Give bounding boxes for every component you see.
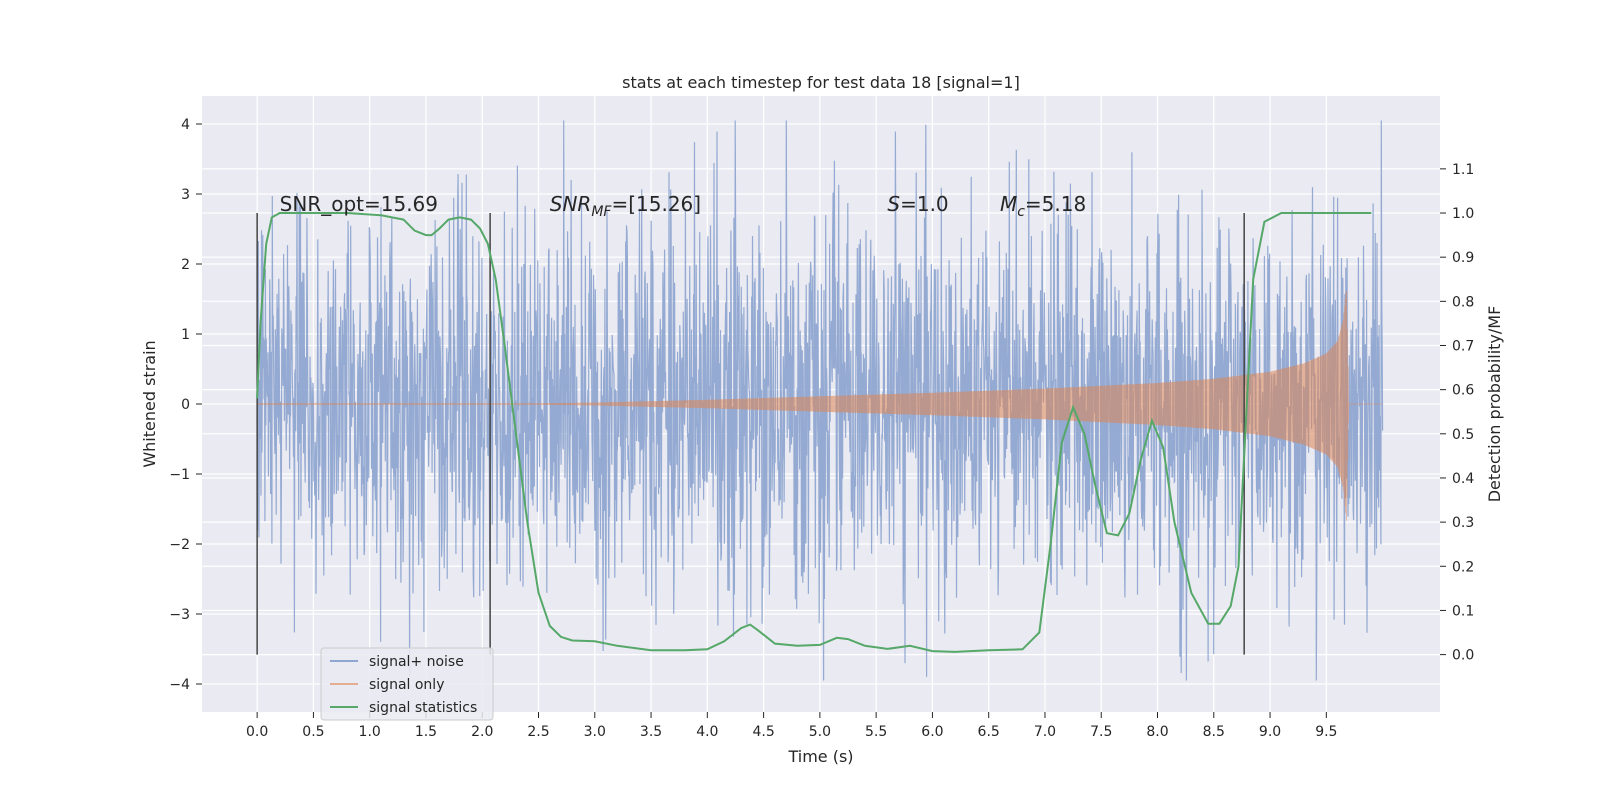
x-tick-label-1: 0.5 (302, 724, 324, 740)
series-signal-statistics (256, 212, 1372, 653)
x-tick-label-19: 9.5 (1315, 724, 1337, 740)
x-tick-label-8: 4.0 (696, 724, 718, 740)
x-tick-label-11: 5.5 (865, 724, 887, 740)
vertical-markers (256, 213, 1245, 655)
x-tick-label-3: 1.5 (415, 724, 437, 740)
y-left-tick-label-4: 0 (181, 397, 190, 413)
chart-title: stats at each timestep for test data 18 … (622, 73, 1020, 92)
y-right-tick-label-3: 0.8 (1452, 294, 1474, 310)
x-tick-label-0: 0.0 (246, 724, 268, 740)
x-tick-label-4: 2.0 (471, 724, 493, 740)
y-right-axis-label: Detection probability/MF (1485, 306, 1504, 503)
y-left-axis-label: Whitened strain (140, 340, 159, 467)
y-left-tick-label-1: 3 (181, 187, 190, 203)
y-right-tick-label-11: 0.0 (1452, 648, 1474, 664)
y-left-tick-label-8: −4 (169, 677, 190, 693)
x-axis-label: Time (s) (787, 747, 853, 766)
x-tick-label-17: 8.5 (1203, 724, 1225, 740)
annotation-snr-mf: SNRMF=[15.26] (550, 192, 701, 220)
legend-label-signal-only: signal only (369, 677, 444, 693)
legend: signal+ noise signal only signal statist… (320, 647, 494, 721)
y-right-tick-label-7: 0.4 (1452, 471, 1474, 487)
annotation-snr-opt: SNR_opt=15.69 (280, 192, 438, 216)
x-tick-label-7: 3.5 (640, 724, 662, 740)
y-left-tick-label-5: −1 (169, 467, 190, 483)
x-tick-label-2: 1.0 (359, 724, 381, 740)
y-left-axis-ticks: 4 3 2 1 0 −1 −2 −3 −4 (169, 117, 202, 693)
x-tick-label-14: 7.0 (1034, 724, 1056, 740)
y-right-tick-label-5: 0.6 (1452, 383, 1474, 399)
y-left-tick-label-6: −2 (169, 537, 190, 553)
annotation-spin: S=1.0 (887, 192, 948, 216)
series-signal-only (256, 290, 1383, 521)
y-right-tick-label-9: 0.2 (1452, 559, 1474, 575)
y-right-tick-label-4: 0.7 (1452, 338, 1474, 354)
y-right-tick-label-8: 0.3 (1452, 515, 1474, 531)
signal-statistics-line (256, 212, 1372, 653)
annotation-chirp-mass: Mc=5.18 (1000, 192, 1086, 220)
y-right-tick-label-2: 0.9 (1452, 250, 1474, 266)
y-left-tick-label-0: 4 (181, 117, 190, 133)
x-tick-label-12: 6.0 (921, 724, 943, 740)
y-right-tick-label-10: 0.1 (1452, 603, 1474, 619)
x-tick-label-13: 6.5 (978, 724, 1000, 740)
legend-box (320, 647, 494, 721)
y-right-tick-label-1: 1.0 (1452, 206, 1474, 222)
x-tick-label-5: 2.5 (527, 724, 549, 740)
signal-only-line (256, 290, 1383, 521)
x-tick-label-16: 8.0 (1146, 724, 1168, 740)
legend-label-signal-plus-noise: signal+ noise (369, 654, 464, 670)
annotations: SNR_opt=15.69 SNRMF=[15.26] S=1.0 Mc=5.18 (280, 192, 1087, 220)
y-right-tick-label-6: 0.5 (1452, 427, 1474, 443)
x-tick-label-10: 5.0 (809, 724, 831, 740)
x-tick-label-18: 9.0 (1259, 724, 1281, 740)
y-left-tick-label-2: 2 (181, 257, 190, 273)
y-right-tick-label-0: 1.1 (1452, 162, 1474, 178)
y-left-tick-label-7: −3 (169, 607, 190, 623)
y-right-axis-ticks: 1.1 1.0 0.9 0.8 0.7 0.6 0.5 0.4 0.3 0.2 0.1 0.0 (1440, 162, 1474, 664)
legend-label-signal-statistics: signal statistics (369, 700, 477, 716)
x-axis-ticks: 0.0 0.5 1.0 1.5 2.0 2.5 3.0 3.5 4.0 4.5 5.0 5.5 6.0 6… (246, 712, 1337, 740)
x-tick-label-9: 4.5 (752, 724, 774, 740)
x-tick-label-15: 7.5 (1090, 724, 1112, 740)
y-left-tick-label-3: 1 (181, 327, 190, 343)
x-tick-label-6: 3.0 (584, 724, 606, 740)
